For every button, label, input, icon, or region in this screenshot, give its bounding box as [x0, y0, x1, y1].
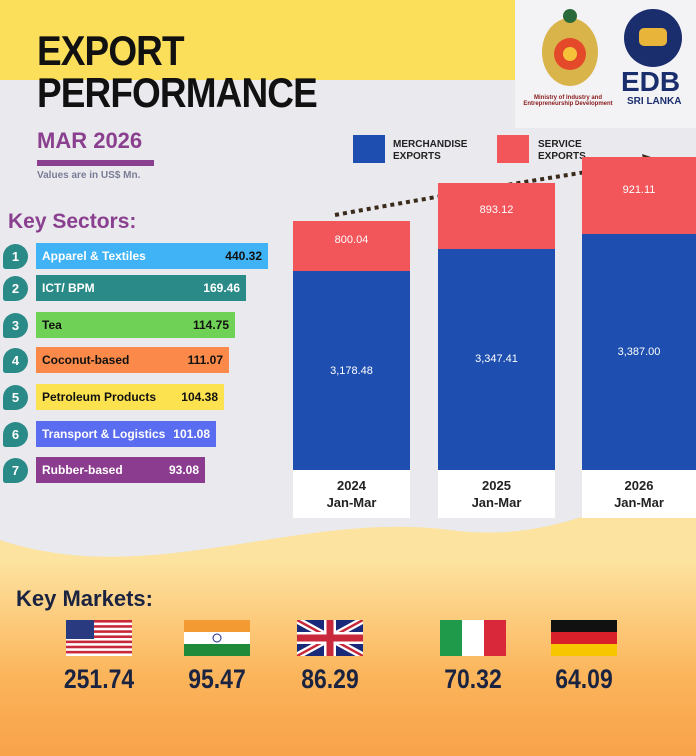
- rank-badge: 1: [3, 243, 28, 269]
- sector-name: ICT/ BPM: [42, 281, 95, 295]
- merchandise-value: 3,347.41: [475, 353, 518, 366]
- sector-name: Tea: [42, 318, 62, 332]
- italy-flag: [440, 620, 506, 656]
- rank-badge: 6: [3, 421, 28, 447]
- sector-bar: Transport & Logistics 101.08: [36, 421, 216, 447]
- x-tick-label: 2025 Jan-Mar: [438, 470, 555, 518]
- sector-row: 5 Petroleum Products 104.38: [3, 384, 224, 410]
- merchandise-segment: 3,387.00: [582, 234, 696, 470]
- sector-value: 169.46: [203, 281, 240, 295]
- market-value: 86.29: [301, 664, 359, 694]
- logos: Ministry of Industry and Entrepreneurshi…: [515, 0, 696, 128]
- rank-badge: 5: [3, 384, 28, 410]
- edb-text: EDB: [621, 66, 681, 97]
- page-title: EXPORT PERFORMANCE: [37, 27, 318, 116]
- merchandise-value: 3,178.48: [330, 364, 373, 377]
- sector-value: 114.75: [192, 318, 229, 332]
- sector-name: Rubber-based: [42, 463, 123, 477]
- rank-badge: 3: [3, 312, 28, 338]
- sector-bar: Coconut-based 111.07: [36, 347, 229, 373]
- sector-name: Petroleum Products: [42, 390, 157, 404]
- sector-bar: Apparel & Textiles 440.32: [36, 243, 268, 269]
- ministry-name: Ministry of Industry and Entrepreneurshi…: [523, 95, 613, 107]
- period: MAR 2026: [37, 128, 143, 153]
- sector-value: 101.08: [173, 427, 210, 441]
- sector-row: 6 Transport & Logistics 101.08: [3, 421, 216, 447]
- x-tick-label: 2026 Jan-Mar: [582, 470, 696, 518]
- sector-bar: Tea 114.75: [36, 312, 235, 338]
- uk-flag: [297, 620, 363, 656]
- sector-row: 3 Tea 114.75: [3, 312, 235, 338]
- sector-value: 440.32: [225, 249, 262, 263]
- header-band: [0, 0, 520, 80]
- units-note: Values are in US$ Mn.: [37, 170, 141, 181]
- stacked-bar: 921.11 3,387.00: [582, 156, 696, 470]
- market-value: 95.47: [188, 664, 246, 694]
- markets-title: Key Markets:: [16, 586, 153, 611]
- sector-value: 104.38: [181, 390, 218, 404]
- sector-bar: Rubber-based 93.08: [36, 457, 205, 483]
- rank-badge: 4: [3, 347, 28, 373]
- sector-row: 2 ICT/ BPM 169.46: [3, 275, 246, 301]
- edb-sub: SRI LANKA: [627, 96, 682, 107]
- usa-flag: [66, 620, 132, 656]
- stacked-bar: 800.04 3,178.48: [293, 221, 410, 470]
- rank-badge: 7: [3, 457, 28, 483]
- sector-value: 93.08: [168, 463, 199, 477]
- service-segment: 800.04: [293, 221, 410, 272]
- legend-service: SERVICE EXPORTS: [538, 139, 586, 162]
- legend-service-swatch: [497, 135, 529, 163]
- rank-badge: 2: [3, 275, 28, 301]
- divider: [37, 160, 154, 166]
- ministry-emblem: [542, 9, 598, 86]
- sector-bar: Petroleum Products 104.38: [36, 384, 224, 410]
- sector-bar: ICT/ BPM 169.46: [36, 275, 246, 301]
- market-value: 64.09: [555, 664, 613, 694]
- service-segment: 893.12: [438, 182, 555, 249]
- service-segment: 921.11: [582, 156, 696, 235]
- x-tick-label: 2024 Jan-Mar: [293, 470, 410, 518]
- germany-flag: [551, 620, 617, 656]
- merchandise-segment: 3,178.48: [293, 271, 410, 470]
- stacked-bar: 893.12 3,347.41: [438, 182, 555, 470]
- sector-row: 4 Coconut-based 111.07: [3, 347, 229, 373]
- india-flag: [184, 620, 250, 656]
- sector-row: 1 Apparel & Textiles 440.32: [3, 243, 268, 269]
- sector-value: 111.07: [187, 353, 223, 367]
- service-value: 893.12: [479, 203, 514, 216]
- edb-lion-logo: [624, 9, 682, 67]
- merchandise-segment: 3,347.41: [438, 248, 555, 470]
- service-value: 921.11: [622, 183, 656, 196]
- legend-merchandise-swatch: [353, 135, 385, 163]
- merchandise-value: 3,387.00: [617, 346, 661, 359]
- sector-name: Apparel & Textiles: [42, 249, 146, 263]
- service-value: 800.04: [334, 234, 369, 247]
- sector-row: 7 Rubber-based 93.08: [3, 457, 205, 483]
- legend-merchandise: MERCHANDISE EXPORTS: [393, 139, 468, 162]
- sector-name: Transport & Logistics: [42, 427, 166, 441]
- sector-name: Coconut-based: [42, 353, 130, 367]
- market-value: 70.32: [444, 664, 502, 694]
- market-value: 251.74: [63, 664, 135, 694]
- sectors-title: Key Sectors:: [8, 210, 137, 233]
